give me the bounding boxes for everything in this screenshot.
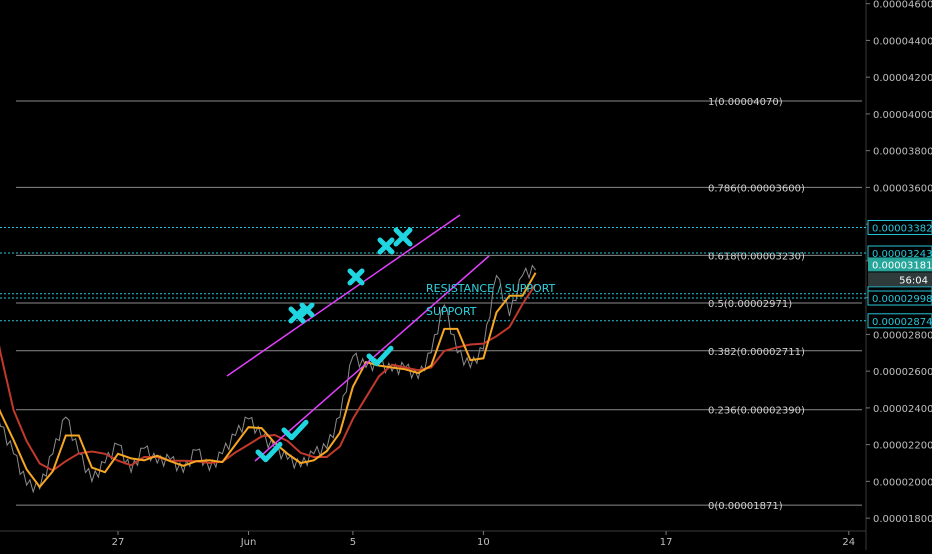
y-tick-label: 0.00004400 xyxy=(873,36,932,47)
fib-level-label: 1(0.00004070) xyxy=(708,97,783,108)
current-price-label: 0.00003181 xyxy=(872,260,932,271)
y-tick-label: 0.00004000 xyxy=(873,110,932,121)
y-tick-label: 0.00004200 xyxy=(873,73,932,84)
cross-marker xyxy=(299,302,315,318)
fibonacci-levels[interactable]: 1(0.00004070) 0.786(0.00003600) 0.618(0.00… xyxy=(16,97,862,512)
cross-marker xyxy=(288,306,306,324)
x-tick-label: 27 xyxy=(112,537,125,548)
countdown-badge xyxy=(868,272,932,287)
y-tick-label: 0.00002400 xyxy=(873,404,932,415)
y-tick-label: 0.00002800 xyxy=(873,330,932,341)
check-marker xyxy=(281,419,309,441)
y-tick-label: 0.00003600 xyxy=(873,183,932,194)
y-tick-label: 0.00002000 xyxy=(873,477,932,488)
fib-level-label: 0.236(0.00002390) xyxy=(708,406,805,417)
channel-upper-line[interactable] xyxy=(226,214,461,377)
y-tick-label: 0.00001800 xyxy=(873,514,932,525)
price-badge-label: 0.00003382 xyxy=(872,223,932,234)
price-series xyxy=(0,264,537,494)
fib-level-label: 0(0.00001871) xyxy=(708,501,783,512)
price-badge xyxy=(867,219,932,235)
price-badge-label: 0.00002874 xyxy=(872,317,932,328)
fib-level-label: 0.382(0.00002711) xyxy=(708,347,805,358)
check-marker xyxy=(255,441,283,463)
cross-marker xyxy=(347,268,365,286)
moving-average-fast xyxy=(0,272,537,489)
x-tick-label: 24 xyxy=(842,537,855,548)
y-tick-label: 0.00004600 xyxy=(873,0,932,11)
price-badges: 0.000033820.000032430.000030210.00002998… xyxy=(867,219,932,329)
moving-average-slow xyxy=(0,283,537,472)
cross-marker xyxy=(393,227,413,247)
annotations: RESISTANCE / SUPPORT SUPPORT xyxy=(426,282,556,318)
y-tick-label: 0.00002600 xyxy=(873,367,932,378)
price-badge xyxy=(867,290,932,306)
y-tick-label: 0.00002200 xyxy=(873,441,932,452)
x-tick-label: Jun xyxy=(240,537,257,548)
price-line xyxy=(0,264,537,494)
annotation-resistance-support: RESISTANCE / SUPPORT xyxy=(426,282,556,295)
annotation-support: SUPPORT xyxy=(426,305,477,318)
fib-level-label: 0.5(0.00002971) xyxy=(708,299,792,310)
horizontal-lines[interactable] xyxy=(0,226,866,322)
grid xyxy=(0,0,867,550)
trend-channel[interactable] xyxy=(226,214,490,462)
check-marker xyxy=(366,345,394,367)
x-tick-label: 10 xyxy=(477,537,490,548)
price-badge-label: 0.00003243 xyxy=(872,249,932,260)
countdown-label: 56:04 xyxy=(899,275,928,286)
fib-level-label: 0.618(0.00003230) xyxy=(708,251,805,262)
price-badge-label: 0.00002998 xyxy=(872,294,932,305)
current-price-badge xyxy=(868,257,932,272)
cross-marker xyxy=(377,237,395,255)
y-tick-label: 0.00003800 xyxy=(873,147,932,158)
x-tick-label: 5 xyxy=(350,537,356,548)
markers xyxy=(255,227,413,463)
price-badge xyxy=(867,313,932,329)
x-tick-label: 17 xyxy=(660,537,673,548)
fib-level-label: 0.786(0.00003600) xyxy=(708,183,805,194)
time-axis[interactable]: 27Jun5101724Jul xyxy=(112,531,932,548)
